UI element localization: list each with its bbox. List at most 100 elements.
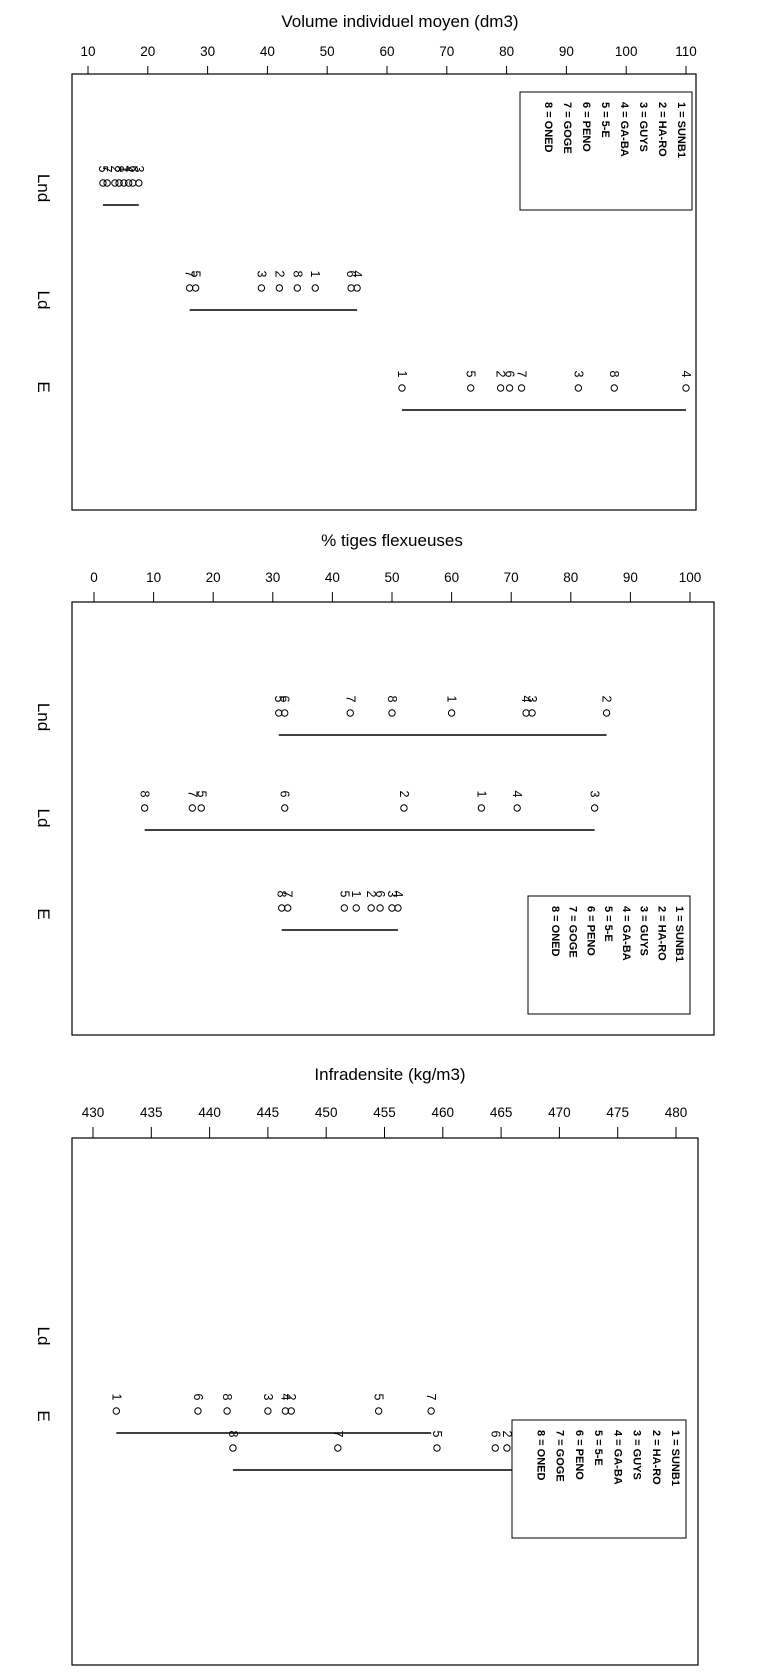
point-label: 6 bbox=[344, 271, 358, 278]
legend-entry: 5 = 5-E bbox=[592, 1430, 604, 1466]
x-tick-label: 475 bbox=[606, 1105, 629, 1120]
point-marker: 8 bbox=[220, 1394, 234, 1415]
point-label: 1 bbox=[349, 891, 363, 898]
point-dot bbox=[427, 1407, 435, 1415]
point-label: 6 bbox=[278, 791, 292, 798]
point-marker: 7 bbox=[281, 891, 295, 912]
point-label: 1 bbox=[117, 166, 131, 173]
x-tick-label: 60 bbox=[444, 570, 459, 585]
point-marker: 1 bbox=[474, 791, 488, 812]
point-dot bbox=[590, 804, 599, 812]
legend-entry: 8 = ONED bbox=[534, 1430, 546, 1480]
plot-frame bbox=[71, 73, 697, 511]
point-dot bbox=[367, 904, 375, 912]
x-tick-label: 90 bbox=[623, 570, 638, 585]
point-marker: 2 bbox=[397, 791, 411, 812]
point-dot bbox=[111, 179, 119, 187]
legend-entry: 1 = SUNB1 bbox=[675, 102, 687, 158]
x-tick-label: 40 bbox=[260, 44, 275, 59]
point-marker: 4 bbox=[510, 791, 524, 812]
point-dot bbox=[513, 804, 521, 812]
point-marker: 4 bbox=[278, 1394, 292, 1415]
point-dot bbox=[398, 384, 406, 392]
x-tick-label: 60 bbox=[379, 44, 394, 59]
group-E: E 1 5 267 3 8 4 bbox=[34, 371, 693, 411]
group-label: Ld bbox=[34, 1327, 53, 1346]
point-dot bbox=[124, 179, 133, 187]
point-marker: 8 bbox=[290, 271, 304, 292]
point-marker: 4 bbox=[122, 166, 136, 187]
point-dot bbox=[491, 1444, 499, 1452]
point-dot bbox=[610, 384, 618, 392]
point-marker: 6 bbox=[191, 1394, 205, 1415]
axis-title: Infradensite (kg/m3) bbox=[314, 1065, 465, 1084]
point-label: 4 bbox=[519, 696, 533, 703]
x-tick-label: 30 bbox=[265, 570, 280, 585]
point-label: 5 bbox=[464, 371, 478, 378]
point-label: 8 bbox=[275, 891, 289, 898]
point-label: 2 bbox=[397, 791, 411, 798]
legend-entry: 5 = 5-E bbox=[599, 102, 611, 138]
point-dot bbox=[191, 284, 200, 292]
point-dot bbox=[287, 1407, 295, 1415]
point-label: 7 bbox=[331, 1431, 345, 1438]
point-label: 5 bbox=[189, 271, 203, 278]
point-label: 5 bbox=[337, 891, 351, 898]
point-label: 8 bbox=[607, 371, 621, 378]
point-dot bbox=[293, 284, 301, 292]
x-tick-label: 455 bbox=[373, 1105, 396, 1120]
legend-entry: 7 = GOGE bbox=[554, 1430, 566, 1482]
axis-title: % tiges flexueuses bbox=[321, 531, 463, 550]
point-label: 7 bbox=[281, 891, 295, 898]
group-label: E bbox=[34, 908, 53, 919]
panel-2: % tiges flexueuses 0 10 20 30 40 50 60 70 80 90 100… bbox=[34, 531, 715, 1036]
point-dot bbox=[120, 179, 128, 187]
point-marker: 5 bbox=[430, 1431, 444, 1452]
point-label: 6 bbox=[191, 1394, 205, 1401]
point-dot bbox=[496, 384, 505, 392]
point-label: 8 bbox=[220, 1394, 234, 1401]
point-label: 1 bbox=[445, 696, 459, 703]
group-label: Ld bbox=[34, 809, 53, 828]
legend-entry: 3 = GUYS bbox=[638, 906, 650, 956]
point-marker: 7 bbox=[424, 1394, 438, 1415]
point-dot bbox=[477, 804, 486, 812]
point-dot bbox=[340, 904, 349, 912]
x-tick-label: 80 bbox=[563, 570, 578, 585]
point-dot bbox=[278, 904, 286, 912]
point-label: 1 bbox=[308, 271, 322, 278]
point-label: 4 bbox=[122, 166, 136, 173]
point-dot bbox=[574, 384, 583, 392]
point-marker: 5 bbox=[372, 1394, 386, 1415]
point-label: 2 bbox=[494, 371, 508, 378]
point-marker: 6 bbox=[373, 891, 387, 912]
legend-box bbox=[527, 895, 691, 1015]
point-marker: 1 bbox=[109, 1394, 123, 1415]
point-dot bbox=[185, 284, 194, 292]
legend-entry: 1 = SUNB1 bbox=[673, 906, 685, 962]
point-dot bbox=[394, 904, 402, 912]
point-marker: 4 bbox=[679, 371, 693, 392]
point-label: 2 bbox=[364, 891, 378, 898]
group-Ld: Ld 75 3 2 8 1 64 bbox=[34, 271, 364, 311]
point-label: 7 bbox=[515, 371, 529, 378]
group-label: E bbox=[34, 1410, 53, 1421]
x-tick-label: 20 bbox=[206, 570, 221, 585]
point-dot bbox=[505, 384, 514, 392]
point-marker: 1 bbox=[395, 371, 409, 392]
point-marker: 5 bbox=[194, 791, 208, 812]
point-dot bbox=[374, 1407, 383, 1415]
point-marker: 5 bbox=[189, 271, 203, 292]
point-marker: 3 bbox=[132, 166, 146, 187]
x-tick-label: 440 bbox=[198, 1105, 221, 1120]
panel-1: Volume individuel moyen (dm3) 10 20 30 40 50 6… bbox=[34, 12, 697, 511]
point-label: 6 bbox=[126, 166, 140, 173]
x-tick-label: 0 bbox=[90, 570, 98, 585]
point-dot bbox=[602, 709, 611, 717]
legend-entry: 3 = GUYS bbox=[637, 102, 649, 152]
point-label: 3 bbox=[132, 166, 146, 173]
legend-entry: 6 = PENO bbox=[580, 102, 592, 152]
point-dot bbox=[229, 1444, 237, 1452]
